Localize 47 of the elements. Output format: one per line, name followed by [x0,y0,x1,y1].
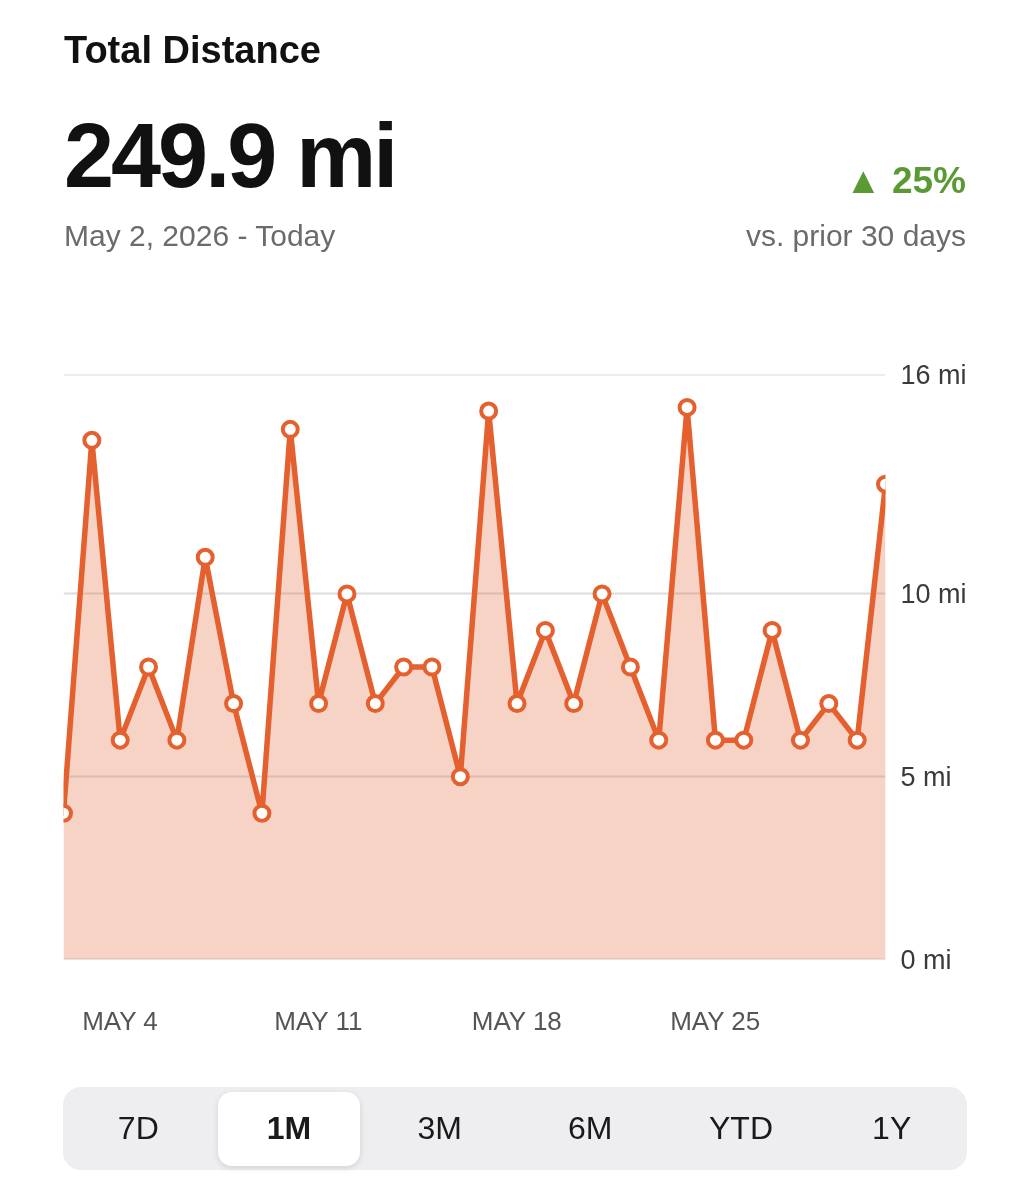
text: 1M [266,1110,312,1146]
point [280,419,300,439]
point [592,584,612,604]
point [450,767,470,787]
point [422,657,442,677]
text: 1Y [872,1110,912,1146]
point [705,730,725,750]
text: 3M [417,1110,462,1146]
point [677,397,697,417]
point [819,694,839,714]
point [649,730,669,750]
point [620,657,640,677]
text: ▲ 25% [845,160,966,201]
point [82,430,102,450]
point [847,730,867,750]
text: 249.9 mi [64,106,396,206]
point [337,584,357,604]
point [139,657,159,677]
x-tick-label: MAY 4 [82,1005,158,1036]
y-tick-label: 5 mi [900,761,952,792]
x-tick-label: MAY 11 [274,1005,363,1036]
chart-subtitle: May 2, 2026 - Today [64,219,336,252]
point [224,694,244,714]
point [309,694,329,714]
point [564,694,584,714]
point [110,730,130,750]
point [734,730,754,750]
x-tick-label: MAY 18 [471,1005,562,1036]
text: 6M [568,1110,613,1146]
point [252,803,272,823]
point [365,694,385,714]
point [195,547,215,567]
point [535,620,555,640]
point [394,657,414,677]
text: YTD [709,1110,773,1146]
point [479,401,499,421]
text: 7D [117,1110,159,1146]
chart-title: Total Distance [64,29,321,71]
y-tick-label: 10 mi [900,578,967,609]
y-tick-label: 0 mi [900,944,952,975]
y-tick-label: 16 mi [900,359,967,390]
point [167,730,187,750]
point [507,694,527,714]
point [762,620,782,640]
x-tick-label: MAY 25 [670,1005,761,1036]
text: vs. prior 30 days [745,219,966,252]
point [790,730,810,750]
